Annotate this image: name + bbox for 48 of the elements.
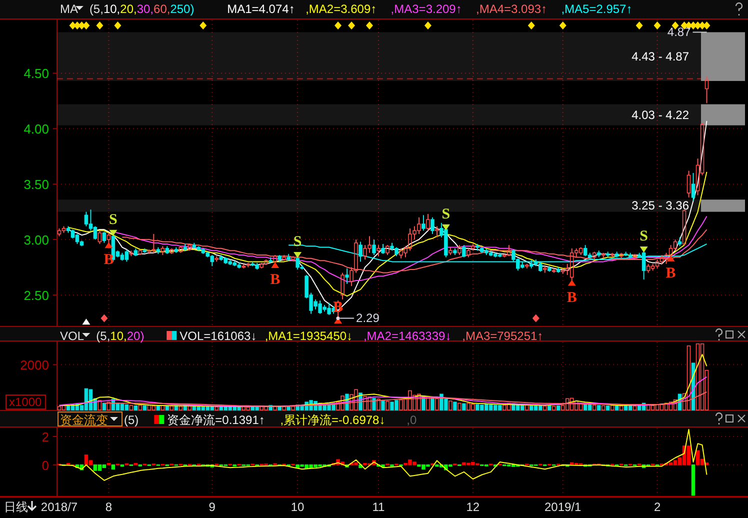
text: ,MA5=2.957↑ — [561, 2, 632, 16]
y-tick-label: 2000 — [20, 358, 49, 373]
y-axis-title: x1000 — [9, 395, 42, 409]
legend-label: VOL=161063↓ — [180, 329, 257, 343]
text: ,MA1=1935450↓ — [264, 329, 353, 343]
x-tick-label: 2 — [654, 500, 661, 514]
text: ,MA2=3.609↑ — [306, 2, 377, 16]
annotation: 4.87 — [667, 25, 692, 40]
data-label: S — [640, 228, 648, 244]
data-label: 2.29 — [356, 311, 380, 326]
x-tick-label: 12 — [466, 500, 480, 514]
y-tick-label: 2 — [42, 430, 49, 444]
chart-subtitle: (5) — [124, 413, 139, 427]
y-tick-label: 4.00 — [24, 122, 49, 137]
text: ,累计净流=-0.6978↓ — [280, 413, 386, 427]
text: MA1=4.074↑ — [227, 2, 295, 16]
chart-title: 资金流变 — [60, 413, 108, 427]
y-tick-label: 3.50 — [24, 177, 49, 192]
x-tick-label: 8 — [105, 500, 112, 514]
text: ,MA4=3.093↑ — [476, 2, 548, 16]
data-label: S — [442, 206, 450, 222]
data-label: B — [566, 290, 577, 306]
x-tick-label: 11 — [372, 500, 386, 514]
text: ,MA3=3.209↑ — [390, 2, 462, 16]
chart-subtitle: (5,10,20,30,60,250) — [89, 2, 194, 16]
x-tick-label: 2019/1 — [544, 500, 582, 514]
data-label: B — [104, 252, 114, 268]
text: ,0 — [406, 413, 418, 427]
y-tick-label: 3.00 — [24, 232, 49, 248]
text: ,MA2=1463339↓ — [363, 329, 452, 343]
band-label: 4.43 - 4.87 — [632, 50, 690, 64]
x-tick-label: 9 — [208, 500, 216, 514]
data-label: B — [666, 265, 676, 282]
chart-title: MA — [60, 2, 78, 16]
data-label: B — [270, 272, 280, 288]
legend-label: 资金净流=0.1391↑ — [167, 413, 265, 427]
text: ,MA3=795251↑ — [462, 329, 544, 343]
x-tick-label: 2018/7 — [40, 500, 78, 514]
y-tick-label: 0 — [42, 458, 49, 473]
chart-title: VOL — [60, 329, 84, 343]
data-label: S — [109, 212, 118, 228]
band-label: 4.03 - 4.22 — [632, 108, 690, 122]
y-tick-label: 2.50 — [24, 288, 49, 303]
chart-subtitle: (5,10,20) — [96, 329, 144, 343]
x-tick-label: 10 — [290, 500, 305, 514]
y-tick-label: 4.50 — [24, 66, 49, 82]
band-label: 3.25 - 3.36 — [632, 198, 690, 213]
x-axis-title: 日线 — [4, 500, 28, 514]
